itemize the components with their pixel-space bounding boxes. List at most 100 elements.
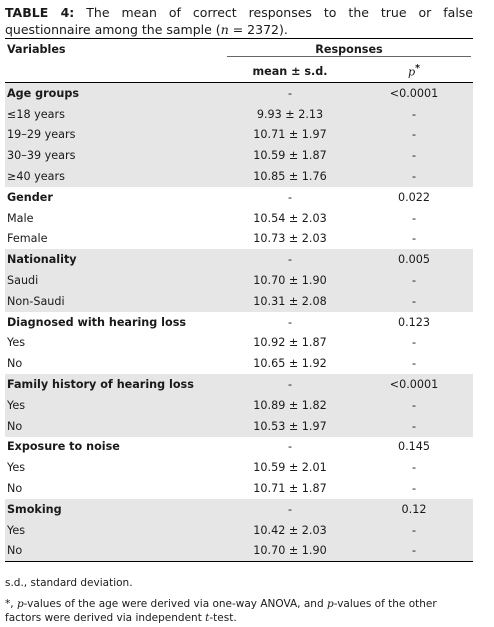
caption-text-b: = 2372). [228,22,288,37]
row-label: Male [7,211,34,225]
table-caption: TABLE 4: The mean of correct responses t… [5,4,473,38]
row-p-value: <0.0001 [355,374,473,395]
row-label: Saudi [5,270,225,291]
table-group-row: Family history of hearing loss - <0.0001 [5,374,473,395]
row-label: Female [7,232,48,246]
results-table: Variables Responses mean ± s.d. p* Age g… [5,38,473,562]
table-row: ≥40 years 10.85 ± 1.76- [5,166,473,187]
table-figure: TABLE 4: The mean of correct responses t… [5,4,473,625]
row-label: No [5,540,225,562]
row-p-value: - [411,461,417,475]
row-label: 30–39 years [5,145,225,167]
table-row: Non-Saudi 10.31 ± 2.08- [5,290,473,312]
row-label: 19–29 years [5,124,225,146]
header-responses-label: Responses [227,43,471,57]
row-label: Yes [7,336,26,350]
row-p-value: - [355,519,473,541]
table-group-row: Smoking -0.12 [5,498,473,520]
row-label: Age groups [5,82,225,104]
row-p-value: - [355,103,473,125]
row-p-value: - [355,145,473,167]
row-mean-sd: - [287,315,293,329]
table-row: No 10.71 ± 1.87 - [5,478,473,499]
row-mean-sd: 10.70 ± 1.90 [225,270,355,291]
header-p-mark: * [415,63,421,75]
footnote-text-a: -values of the age were derived via one-… [23,598,327,611]
row-mean-sd: 10.92 ± 1.87 [253,336,327,350]
row-p-value: 0.145 [397,440,431,454]
row-mean-sd: 10.53 ± 1.97 [225,415,355,437]
row-label: ≥40 years [5,166,225,187]
row-p-value: 0.12 [355,498,473,520]
row-mean-sd: 10.42 ± 2.03 [225,519,355,541]
table-row: Male 10.54 ± 2.03 - [5,208,473,229]
caption-label: TABLE 4: [5,5,75,20]
row-label: ≤18 years [5,103,225,125]
footnote-pvalues: *, p-values of the age were derived via … [5,597,473,625]
row-label: No [5,415,225,437]
row-mean-sd: - [225,374,355,395]
footnote-mark: *, [5,598,17,611]
row-mean-sd: - [287,440,293,454]
row-p-value: - [411,211,417,225]
row-label: Yes [5,394,225,416]
footnote-text-b: -values of the other factors were derive… [5,598,437,625]
header-blank [5,60,225,83]
footnote-t-symbol: t [205,612,210,625]
table-row: No 10.70 ± 1.90- [5,540,473,562]
table-group-row: Gender - 0.022 [5,187,473,208]
row-mean-sd: 10.73 ± 2.03 [253,232,327,246]
header-variables: Variables [7,43,66,56]
table-row: Female 10.73 ± 2.03 - [5,229,473,250]
row-label: Gender [7,190,53,204]
table-group-row: Exposure to noise - 0.145 [5,437,473,458]
row-mean-sd: 9.93 ± 2.13 [225,103,355,125]
table-body: Age groups - <0.0001 ≤18 years 9.93 ± 2.13-1… [5,82,473,562]
row-mean-sd: 10.89 ± 1.82 [225,394,355,416]
footnote-abbrev: s.d., standard deviation. [5,577,133,590]
row-label: Nationality [5,249,225,271]
row-mean-sd: 10.31 ± 2.08 [225,290,355,312]
table-row: Yes 10.42 ± 2.03- [5,519,473,541]
row-p-value: - [355,270,473,291]
row-p-value: 0.123 [397,315,431,329]
row-p-value: - [411,357,417,371]
row-mean-sd: 10.85 ± 1.76 [225,166,355,187]
row-mean-sd: 10.71 ± 1.87 [253,482,327,496]
footnote-p-symbol-2: p [326,598,334,611]
row-label: No [7,482,23,496]
row-p-value: - [355,124,473,146]
row-p-value: 0.022 [397,190,431,204]
row-mean-sd: 10.54 ± 2.03 [253,211,327,225]
table-row: No 10.65 ± 1.92 - [5,353,473,374]
table-row: Yes 10.92 ± 1.87 - [5,333,473,354]
table-row: ≤18 years 9.93 ± 2.13- [5,103,473,125]
row-label: Family history of hearing loss [5,374,225,395]
row-label: Exposure to noise [7,440,120,454]
row-mean-sd: 10.59 ± 2.01 [253,461,327,475]
row-mean-sd: - [225,82,355,104]
row-p-value: <0.0001 [355,82,473,104]
table-row: Yes 10.89 ± 1.82- [5,394,473,416]
row-p-value: - [355,415,473,437]
header-p-symbol: p [407,65,416,79]
header-responses: Responses [225,39,473,61]
row-label: Yes [7,461,26,475]
row-mean-sd: - [287,190,293,204]
row-p-value: - [355,394,473,416]
footnote-p-symbol-1: p [16,598,24,611]
row-mean-sd: 10.59 ± 1.87 [225,145,355,167]
row-mean-sd: - [225,498,355,520]
row-p-value: - [355,290,473,312]
caption-n-symbol: n [220,22,229,37]
row-label: Non-Saudi [5,290,225,312]
footnote-text-c: -test. [209,612,237,625]
row-label: Yes [5,519,225,541]
row-label: Diagnosed with hearing loss [7,315,187,329]
table-row: Yes 10.59 ± 2.01 - [5,457,473,478]
row-p-value: - [411,336,417,350]
row-p-value: - [411,482,417,496]
header-mean-sd: mean ± s.d. [252,64,328,78]
table-group-row: Diagnosed with hearing loss - 0.123 [5,312,473,333]
table-group-row: Nationality -0.005 [5,249,473,271]
